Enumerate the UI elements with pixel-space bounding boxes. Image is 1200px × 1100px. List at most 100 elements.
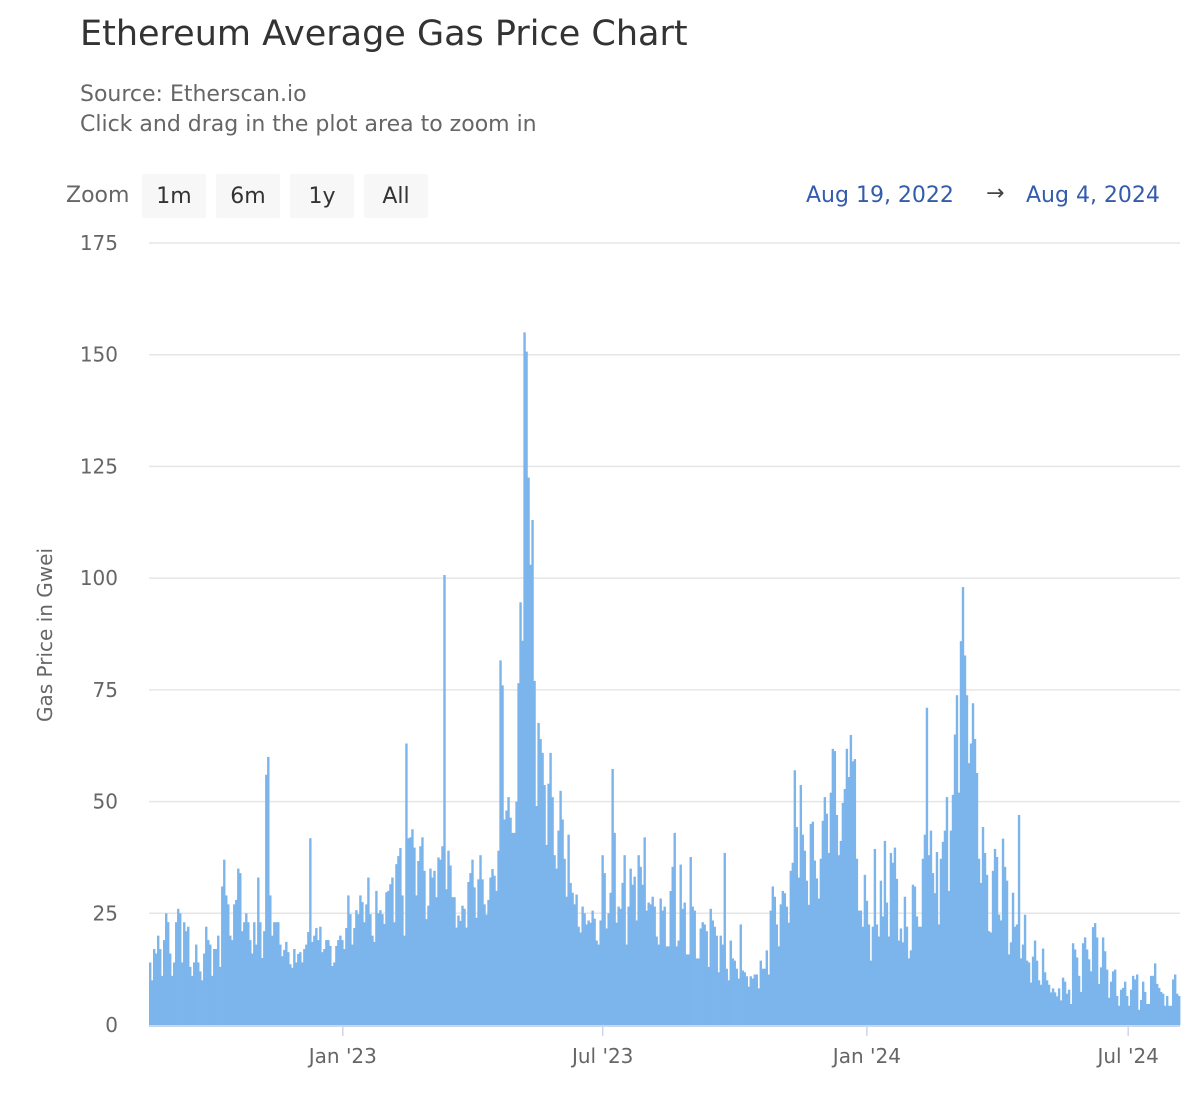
bar[interactable] bbox=[931, 873, 935, 1025]
bar[interactable] bbox=[455, 927, 458, 1025]
bar[interactable] bbox=[1001, 838, 1005, 1025]
bar[interactable] bbox=[929, 830, 933, 1025]
bar[interactable] bbox=[229, 935, 232, 1025]
bar[interactable] bbox=[971, 703, 975, 1025]
bar[interactable] bbox=[475, 917, 478, 1025]
bar[interactable] bbox=[413, 847, 416, 1025]
bar[interactable] bbox=[799, 785, 803, 1025]
bar[interactable] bbox=[309, 838, 312, 1025]
bar[interactable] bbox=[731, 958, 734, 1025]
bar[interactable] bbox=[835, 814, 839, 1025]
bar[interactable] bbox=[337, 940, 340, 1025]
bar[interactable] bbox=[493, 875, 496, 1025]
bar[interactable] bbox=[257, 877, 260, 1025]
zoom-1m-button[interactable]: 1m bbox=[142, 174, 206, 218]
bar[interactable] bbox=[1125, 995, 1129, 1025]
bar[interactable] bbox=[1051, 988, 1055, 1025]
bar[interactable] bbox=[867, 924, 871, 1025]
bar[interactable] bbox=[875, 924, 879, 1025]
bar[interactable] bbox=[535, 806, 538, 1025]
bar[interactable] bbox=[343, 949, 346, 1025]
bar[interactable] bbox=[781, 890, 785, 1025]
bar[interactable] bbox=[521, 640, 524, 1025]
bar[interactable] bbox=[727, 980, 730, 1025]
bar[interactable] bbox=[747, 986, 750, 1025]
bar[interactable] bbox=[815, 878, 819, 1025]
bar[interactable] bbox=[805, 880, 809, 1025]
bar[interactable] bbox=[785, 906, 789, 1025]
bar[interactable] bbox=[565, 896, 568, 1025]
bar[interactable] bbox=[1059, 1000, 1063, 1025]
bar[interactable] bbox=[1141, 981, 1145, 1025]
bar[interactable] bbox=[1113, 969, 1117, 1025]
bar[interactable] bbox=[797, 877, 801, 1025]
bar[interactable] bbox=[877, 936, 881, 1025]
bar[interactable] bbox=[969, 743, 973, 1025]
bar[interactable] bbox=[827, 852, 831, 1025]
bar[interactable] bbox=[735, 968, 738, 1025]
bar[interactable] bbox=[155, 953, 158, 1026]
bar[interactable] bbox=[901, 942, 905, 1025]
bar[interactable] bbox=[247, 922, 250, 1025]
bar[interactable] bbox=[517, 683, 520, 1025]
bar[interactable] bbox=[263, 931, 266, 1025]
bar[interactable] bbox=[979, 882, 983, 1025]
bar[interactable] bbox=[443, 575, 446, 1025]
bar[interactable] bbox=[185, 931, 188, 1025]
bar[interactable] bbox=[811, 821, 815, 1025]
bar[interactable] bbox=[823, 797, 827, 1025]
bar[interactable] bbox=[991, 870, 995, 1025]
bar[interactable] bbox=[1057, 988, 1061, 1025]
bar[interactable] bbox=[761, 968, 764, 1025]
bar[interactable] bbox=[721, 944, 724, 1025]
bar[interactable] bbox=[1065, 993, 1069, 1025]
bar[interactable] bbox=[273, 922, 276, 1025]
bar[interactable] bbox=[449, 865, 452, 1025]
bar[interactable] bbox=[675, 946, 678, 1025]
bar[interactable] bbox=[935, 852, 939, 1025]
bar[interactable] bbox=[335, 945, 338, 1025]
bar[interactable] bbox=[729, 940, 732, 1025]
bar[interactable] bbox=[355, 910, 358, 1025]
bar[interactable] bbox=[1099, 967, 1103, 1025]
bar[interactable] bbox=[379, 910, 382, 1025]
bar[interactable] bbox=[655, 936, 658, 1025]
bar[interactable] bbox=[423, 870, 426, 1025]
bar[interactable] bbox=[203, 953, 206, 1026]
bar[interactable] bbox=[989, 932, 993, 1026]
bar[interactable] bbox=[1097, 983, 1101, 1025]
bar[interactable] bbox=[415, 895, 418, 1025]
bar[interactable] bbox=[841, 802, 845, 1025]
bar[interactable] bbox=[211, 975, 214, 1025]
bar[interactable] bbox=[1025, 960, 1029, 1025]
bar[interactable] bbox=[1035, 960, 1039, 1025]
bar[interactable] bbox=[863, 874, 867, 1025]
bar[interactable] bbox=[737, 978, 740, 1025]
bar[interactable] bbox=[217, 935, 220, 1025]
bar[interactable] bbox=[719, 935, 722, 1025]
bar[interactable] bbox=[319, 926, 322, 1025]
bar[interactable] bbox=[847, 776, 851, 1025]
bar[interactable] bbox=[693, 910, 696, 1025]
bar[interactable] bbox=[703, 924, 706, 1025]
bar[interactable] bbox=[179, 913, 182, 1025]
bar[interactable] bbox=[1159, 991, 1163, 1025]
bar[interactable] bbox=[973, 739, 977, 1025]
bar[interactable] bbox=[1123, 981, 1127, 1025]
bar[interactable] bbox=[613, 832, 616, 1025]
bar[interactable] bbox=[1053, 992, 1057, 1025]
bar[interactable] bbox=[1027, 962, 1031, 1025]
bar[interactable] bbox=[345, 928, 348, 1025]
bar[interactable] bbox=[915, 916, 919, 1025]
bar[interactable] bbox=[391, 877, 394, 1025]
bar[interactable] bbox=[1039, 984, 1043, 1025]
bar[interactable] bbox=[899, 928, 903, 1025]
bar[interactable] bbox=[871, 926, 875, 1025]
bar[interactable] bbox=[233, 904, 236, 1025]
bar[interactable] bbox=[897, 940, 901, 1025]
bar[interactable] bbox=[907, 958, 911, 1025]
bar[interactable] bbox=[331, 966, 334, 1025]
bar[interactable] bbox=[849, 734, 853, 1025]
bar[interactable] bbox=[209, 944, 212, 1025]
bar[interactable] bbox=[1115, 995, 1119, 1025]
